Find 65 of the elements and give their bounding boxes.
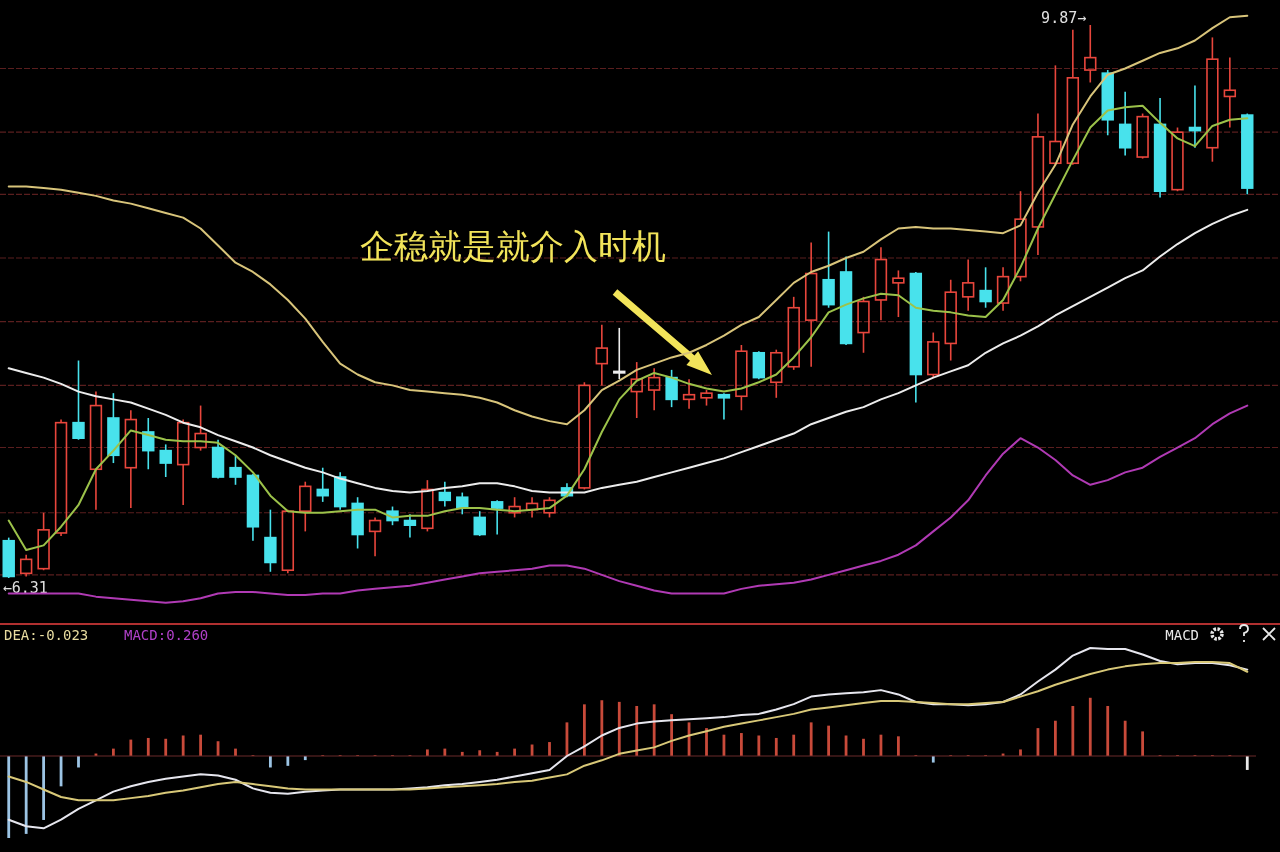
bar bbox=[757, 735, 761, 756]
annotation: 企稳就是就介入时机 bbox=[360, 226, 666, 266]
bar bbox=[1053, 720, 1057, 756]
candlestick bbox=[839, 255, 853, 346]
bar bbox=[7, 756, 11, 838]
candlestick bbox=[682, 378, 696, 410]
text: MACD:0.260 bbox=[124, 627, 209, 643]
bar bbox=[129, 739, 133, 756]
bar bbox=[181, 735, 185, 756]
candlestick bbox=[299, 480, 312, 533]
annotation: 9.87→ bbox=[1041, 9, 1087, 27]
bar bbox=[827, 725, 831, 756]
candlestick bbox=[909, 271, 923, 404]
bar bbox=[1141, 731, 1145, 756]
bar bbox=[862, 738, 865, 756]
bar bbox=[617, 701, 621, 756]
candlestick bbox=[944, 278, 957, 362]
candlestick bbox=[473, 510, 486, 537]
candlestick bbox=[630, 361, 643, 419]
candlestick bbox=[124, 409, 138, 509]
candlestick bbox=[961, 258, 975, 312]
bar bbox=[42, 756, 46, 820]
bar bbox=[739, 733, 743, 756]
bar bbox=[600, 700, 604, 756]
candlestick bbox=[595, 324, 609, 387]
candlestick bbox=[874, 246, 888, 321]
bar bbox=[635, 705, 639, 756]
candlestick bbox=[368, 516, 382, 558]
bar bbox=[1123, 720, 1127, 756]
text: DEA:-0.023 bbox=[4, 627, 89, 643]
bar bbox=[24, 756, 28, 834]
bar bbox=[77, 756, 80, 768]
candlestick bbox=[1223, 56, 1237, 129]
candlestick bbox=[333, 471, 347, 511]
candlestick bbox=[717, 392, 731, 421]
bar bbox=[896, 736, 900, 756]
bar bbox=[146, 737, 150, 756]
bar bbox=[1071, 705, 1075, 756]
bar bbox=[199, 734, 203, 756]
text: ←6.31 bbox=[2, 579, 48, 597]
candlestick bbox=[525, 496, 539, 519]
bar bbox=[809, 722, 813, 756]
candlestick bbox=[1118, 90, 1132, 157]
bar bbox=[1088, 697, 1092, 756]
bar bbox=[1106, 705, 1110, 756]
candlestick bbox=[1066, 28, 1080, 166]
bar bbox=[164, 738, 168, 756]
candlestick bbox=[1153, 97, 1167, 199]
candlestick bbox=[490, 499, 504, 536]
candlestick bbox=[159, 443, 172, 478]
bar bbox=[548, 742, 551, 756]
candlestick bbox=[804, 241, 818, 368]
bar bbox=[774, 737, 778, 756]
candlestick bbox=[1084, 24, 1097, 84]
bar bbox=[792, 734, 796, 756]
candlestick bbox=[752, 350, 766, 380]
bar bbox=[1245, 756, 1249, 770]
bar bbox=[268, 756, 272, 768]
candlestick bbox=[438, 480, 452, 508]
candlestick bbox=[996, 266, 1010, 312]
candlestick bbox=[89, 390, 103, 511]
candlestick bbox=[647, 367, 661, 412]
bar bbox=[582, 704, 586, 756]
text: MACD bbox=[1165, 627, 1199, 643]
candlestick bbox=[1031, 112, 1045, 256]
